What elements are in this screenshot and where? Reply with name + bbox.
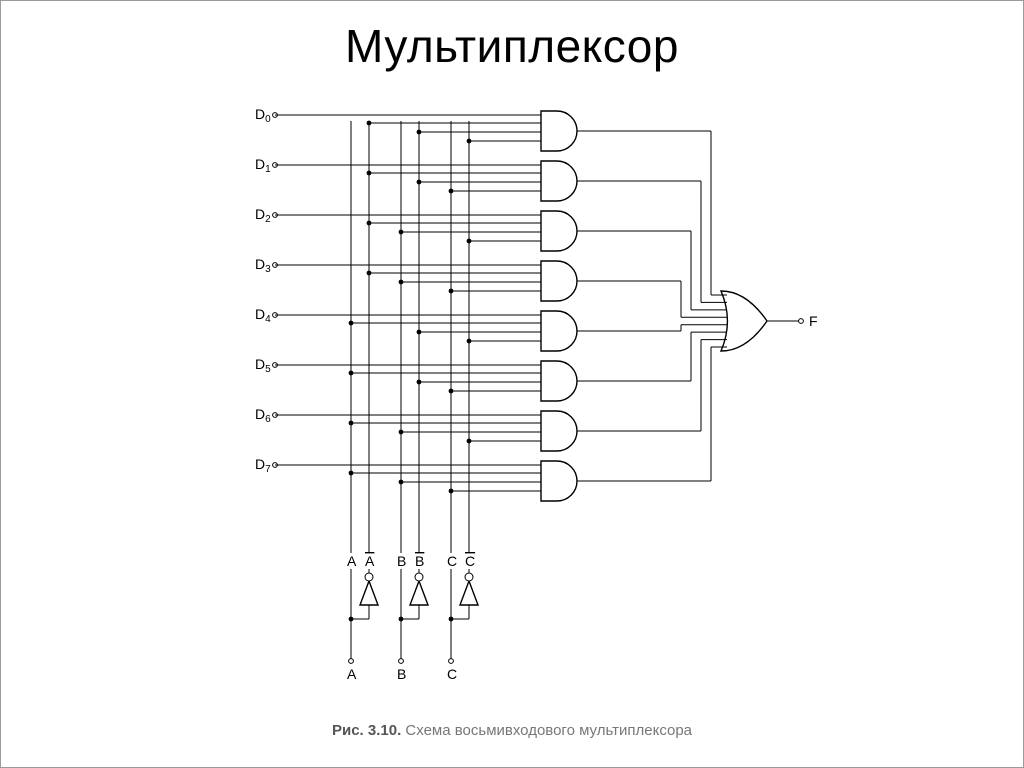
svg-text:D5: D5	[255, 356, 271, 375]
svg-text:B: B	[397, 666, 406, 682]
svg-text:C: C	[447, 666, 457, 682]
svg-text:D6: D6	[255, 406, 271, 425]
svg-text:B: B	[415, 553, 424, 569]
figure-caption: Рис. 3.10. Схема восьмивходового мультип…	[1, 722, 1023, 739]
svg-text:B: B	[397, 553, 406, 569]
slide-title: Мультиплексор	[1, 19, 1023, 73]
svg-text:A: A	[347, 666, 357, 682]
mux-diagram: D0D1D2D3D4D5D6D7FAABBCCABC	[241, 101, 821, 711]
svg-text:D0: D0	[255, 106, 271, 125]
svg-text:D2: D2	[255, 206, 271, 225]
svg-text:D3: D3	[255, 256, 271, 275]
svg-text:A: A	[365, 553, 375, 569]
svg-text:F: F	[809, 313, 818, 329]
svg-text:C: C	[447, 553, 457, 569]
svg-text:D4: D4	[255, 306, 271, 325]
svg-text:D7: D7	[255, 456, 271, 475]
caption-number: Рис. 3.10.	[332, 722, 401, 739]
caption-text: Схема восьмивходового мультиплексора	[401, 722, 692, 739]
svg-text:A: A	[347, 553, 357, 569]
svg-text:D1: D1	[255, 156, 271, 175]
svg-text:C: C	[465, 553, 475, 569]
